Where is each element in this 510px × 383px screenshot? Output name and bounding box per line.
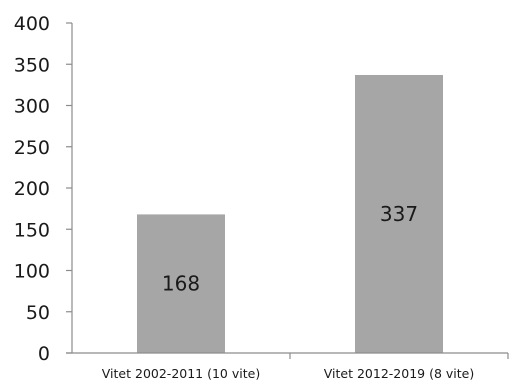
x-category-label: Vitet 2012-2019 (8 vite)	[324, 366, 474, 381]
y-tick-label: 350	[14, 54, 50, 76]
y-tick-label: 400	[14, 13, 50, 35]
bar-value-label: 337	[380, 202, 418, 226]
y-tick-label: 50	[26, 302, 50, 324]
x-axis-ticks	[289, 353, 509, 359]
y-tick-label: 100	[14, 261, 50, 283]
y-tick-label: 300	[14, 96, 50, 118]
bars	[137, 74, 443, 353]
y-axis-ticks	[66, 22, 72, 354]
y-tick-label: 200	[14, 178, 50, 200]
axes	[66, 23, 508, 354]
bar-1	[137, 214, 225, 353]
y-tick-label: 250	[14, 137, 50, 159]
y-tick-label: 0	[38, 343, 50, 365]
x-category-label: Vitet 2002-2011 (10 vite)	[102, 366, 260, 381]
y-tick-label: 150	[14, 219, 50, 241]
data-labels: 168 337	[162, 202, 418, 296]
bar-value-label: 168	[162, 272, 200, 296]
x-axis-category-labels: Vitet 2002-2011 (10 vite) Vitet 2012-2019…	[102, 366, 474, 381]
y-axis-tick-labels: 0 50 100 150 200 250 300 350 400	[14, 13, 50, 365]
bar-2	[355, 74, 443, 353]
